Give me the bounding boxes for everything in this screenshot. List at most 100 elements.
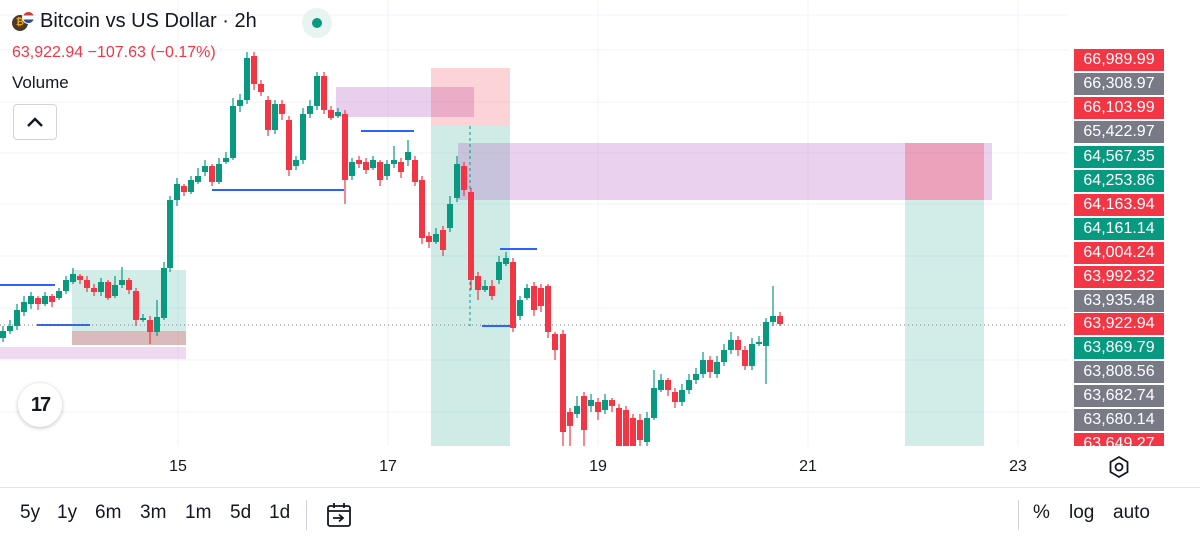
toolbar-divider: [1018, 500, 1019, 530]
time-axis[interactable]: 15 17 19 21 23: [0, 446, 1068, 486]
candle: [433, 228, 439, 244]
candle: [510, 258, 516, 332]
candle: [14, 304, 20, 330]
candle-body: [763, 322, 769, 346]
market-status-button[interactable]: [302, 8, 332, 38]
range-button-1d[interactable]: 1d: [269, 502, 291, 523]
gear-icon[interactable]: [1107, 455, 1131, 479]
candle: [42, 292, 48, 306]
candle: [161, 262, 167, 320]
candlestick-chart[interactable]: [0, 0, 1068, 446]
candle-body: [581, 396, 587, 430]
candle-body: [63, 280, 69, 291]
candle: [154, 300, 160, 336]
candle-body: [588, 400, 594, 406]
candle-body: [545, 286, 551, 332]
price-scale[interactable]: 66,989.99 66,308.97 66,103.99 65,422.97 64,5…: [1068, 49, 1164, 446]
price-label: 63,680.14: [1074, 409, 1164, 431]
candle-body: [609, 400, 615, 406]
candle-body: [244, 58, 250, 100]
range-button-5y[interactable]: 5y: [20, 502, 41, 523]
candle: [21, 296, 27, 316]
candle: [286, 116, 292, 176]
candle-body: [154, 317, 160, 332]
price-label: 63,935.48: [1074, 290, 1164, 312]
candle-body: [7, 326, 13, 331]
candle-body: [14, 310, 20, 326]
calendar-arrow-icon[interactable]: [324, 500, 354, 530]
candle-body: [574, 406, 580, 414]
candle: [49, 294, 55, 307]
candle-body: [538, 288, 544, 306]
zone-box: [0, 347, 186, 359]
candle-body: [230, 106, 236, 158]
range-button-5d[interactable]: 5d: [230, 502, 252, 523]
candle: [167, 196, 173, 272]
candle-body: [517, 300, 523, 316]
candle-body: [237, 100, 243, 106]
time-label: 15: [169, 458, 187, 475]
candle-body: [272, 104, 278, 130]
candle-body: [223, 158, 229, 162]
candle-body: [363, 162, 369, 170]
candle: [0, 326, 6, 342]
candle: [174, 178, 180, 206]
chart-area[interactable]: [0, 0, 1068, 446]
candle: [272, 100, 278, 134]
candle: [714, 356, 720, 378]
price-label: 63,808.56: [1074, 361, 1164, 383]
candle: [419, 176, 425, 244]
candle-body: [0, 331, 6, 338]
candle: [489, 280, 495, 300]
candle-body: [728, 340, 734, 350]
candle-body: [314, 76, 320, 106]
last-price-change: 63,922.94 −107.63 (−0.17%): [12, 44, 216, 61]
candle: [363, 158, 369, 174]
range-button-1m[interactable]: 1m: [185, 502, 212, 523]
collapse-indicators-button[interactable]: [13, 104, 57, 140]
price-label: 63,922.94: [1074, 313, 1164, 335]
range-button-3m[interactable]: 3m: [140, 502, 167, 523]
candle-body: [202, 166, 208, 172]
candle: [56, 288, 62, 300]
candle-body: [630, 418, 636, 446]
candle-body: [21, 302, 27, 312]
candle: [686, 374, 692, 394]
auto-scale-button[interactable]: auto: [1113, 502, 1150, 523]
candle: [623, 406, 629, 446]
candle-body: [742, 350, 748, 366]
log-scale-button[interactable]: log: [1069, 502, 1095, 523]
tradingview-logo[interactable]: 17: [18, 383, 62, 427]
candle: [742, 346, 748, 370]
candle: [440, 226, 446, 256]
symbol-header[interactable]: ₿ Bitcoin vs US Dollar · 2h: [12, 10, 257, 33]
candle: [398, 158, 404, 178]
candle-body: [447, 204, 453, 228]
candle: [707, 356, 713, 378]
percent-scale-button[interactable]: %: [1033, 502, 1050, 523]
time-label: 17: [379, 458, 397, 475]
candle: [328, 106, 334, 120]
time-label: 23: [1009, 458, 1027, 475]
volume-indicator-label[interactable]: Volume: [12, 73, 69, 92]
candle: [356, 156, 362, 168]
candle: [770, 286, 776, 326]
candle-body: [637, 420, 643, 440]
zone-box: [431, 68, 510, 126]
candle-body: [28, 296, 34, 304]
candle: [616, 404, 622, 446]
candle: [475, 272, 481, 300]
candle: [749, 338, 755, 370]
candle: [300, 108, 306, 164]
candle-body: [342, 114, 348, 180]
bottom-toolbar: 5y 1y 6m 3m 1m 5d 1d % log auto: [0, 487, 1200, 541]
candle: [665, 378, 671, 396]
candle-body: [552, 334, 558, 350]
price-label: 63,869.79: [1074, 337, 1164, 359]
range-button-6m[interactable]: 6m: [95, 502, 122, 523]
range-button-1y[interactable]: 1y: [57, 502, 78, 523]
candle: [237, 94, 243, 112]
candle-body: [679, 390, 685, 402]
candle-body: [658, 380, 664, 390]
candle-body: [133, 291, 139, 320]
